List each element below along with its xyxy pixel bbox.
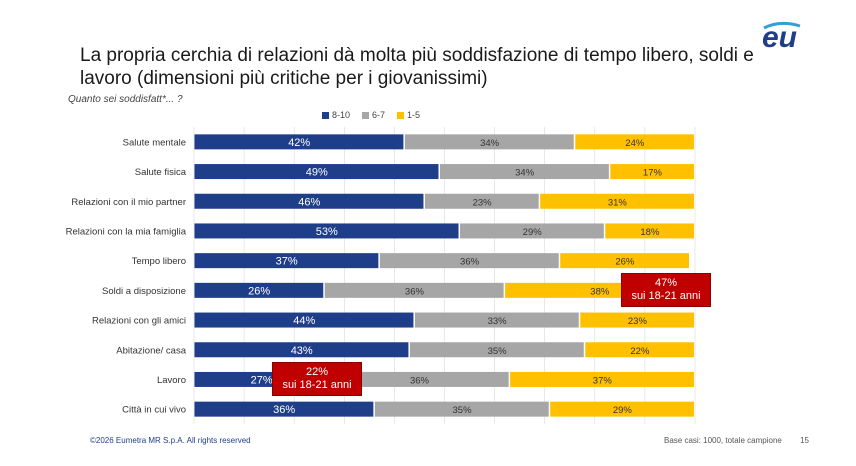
bar-segment-6-7 xyxy=(404,134,574,150)
data-label: 27% xyxy=(251,374,273,386)
category-label: Lavoro xyxy=(157,375,186,386)
data-label: 53% xyxy=(316,226,338,238)
bar-segment-6-7 xyxy=(379,253,559,269)
bar-segment-1-5 xyxy=(550,401,694,417)
legend-label: 8-10 xyxy=(332,110,351,120)
legend-swatch xyxy=(322,111,329,119)
category-label: Città in cui vivo xyxy=(122,405,186,416)
data-label: 35% xyxy=(453,405,473,416)
footer-copyright: ©2026 Eumetra MR S.p.A. All rights reser… xyxy=(90,436,251,445)
logo-swoosh xyxy=(763,21,801,30)
eumetra-logo: eu xyxy=(762,21,801,54)
legend: 8-10 6-7 1-5 xyxy=(322,110,420,120)
category-label: Relazioni con gli amici xyxy=(92,316,186,327)
bar-segment-1-5 xyxy=(560,253,689,269)
bar-segment-1-5 xyxy=(585,342,694,358)
bar-segment-1-5 xyxy=(510,371,694,387)
bar-segment-8-10 xyxy=(194,401,374,417)
data-label: 18% xyxy=(640,227,660,238)
data-label: 38% xyxy=(590,286,610,297)
data-label: 17% xyxy=(643,168,663,179)
bar-segment-8-10 xyxy=(194,253,379,269)
legend-swatch xyxy=(397,111,405,119)
bar-segment-1-5 xyxy=(540,193,694,209)
data-label: 36% xyxy=(460,257,480,268)
data-label: 22% xyxy=(630,346,650,357)
highlight-callout: 47% sui 18-21 anni xyxy=(621,273,711,308)
category-label: Relazioni con il mio partner xyxy=(71,197,186,208)
data-label: 46% xyxy=(298,196,320,208)
data-label: 44% xyxy=(293,315,315,327)
callout-value: 22% xyxy=(305,366,329,379)
legend-item-1-5: 1-5 xyxy=(397,110,420,120)
category-label: Tempo libero xyxy=(132,256,186,267)
data-label: 34% xyxy=(515,168,535,179)
bar-segment-1-5 xyxy=(605,223,694,239)
legend-item-6-7: 6-7 xyxy=(362,110,385,120)
data-label: 49% xyxy=(306,167,328,179)
callout-note: sui 18-21 anni xyxy=(282,379,352,392)
page-number: 15 xyxy=(800,436,809,445)
chart-title: La propria cerchia di relazioni dà molta… xyxy=(80,45,754,89)
data-label: 33% xyxy=(488,316,508,327)
data-label: 23% xyxy=(473,197,493,208)
legend-swatch xyxy=(362,111,370,119)
legend-item-8-10: 8-10 xyxy=(322,110,350,120)
data-label: 24% xyxy=(625,138,645,149)
bar-segment-8-10 xyxy=(194,193,424,209)
bar-segment-8-10 xyxy=(194,164,439,180)
highlight-callout: 22% sui 18-21 anni xyxy=(272,362,362,397)
bar-segment-1-5 xyxy=(610,164,694,180)
data-label: 43% xyxy=(291,345,313,357)
category-label: Relazioni con la mia famiglia xyxy=(66,226,187,237)
bar-segment-8-10 xyxy=(194,134,404,150)
bar-segment-1-5 xyxy=(575,134,694,150)
bar-segment-8-10 xyxy=(194,223,459,239)
legend-label: 6-7 xyxy=(372,110,386,120)
bar-segment-6-7 xyxy=(460,223,604,239)
bar-segment-8-10 xyxy=(194,342,409,358)
data-label: 29% xyxy=(523,227,543,238)
bar-segment-1-5 xyxy=(580,312,694,328)
data-label: 36% xyxy=(273,404,295,416)
bar-segment-6-7 xyxy=(409,342,584,358)
bar-segment-6-7 xyxy=(324,282,504,298)
data-label: 36% xyxy=(405,286,425,297)
footer-base: Base casi: 1000, totale campione xyxy=(664,436,782,445)
data-label: 35% xyxy=(488,346,508,357)
bar-segment-6-7 xyxy=(414,312,579,328)
data-label: 37% xyxy=(276,256,298,268)
bar-segment-6-7 xyxy=(329,371,509,387)
category-label: Salute fisica xyxy=(135,167,187,178)
legend-label: 1-5 xyxy=(407,110,421,120)
category-label: Abitazione/ casa xyxy=(116,345,186,356)
callout-note: sui 18-21 anni xyxy=(631,290,701,303)
data-label: 42% xyxy=(288,137,310,149)
data-label: 26% xyxy=(615,257,635,268)
data-label: 26% xyxy=(248,285,270,297)
data-label: 29% xyxy=(613,405,633,416)
callout-value: 47% xyxy=(654,277,678,290)
data-label: 37% xyxy=(593,375,613,386)
bar-segment-8-10 xyxy=(194,282,324,298)
data-label: 34% xyxy=(480,138,500,149)
category-label: Salute mentale xyxy=(123,137,186,148)
data-label: 31% xyxy=(608,197,628,208)
data-label: 23% xyxy=(628,316,648,327)
chart-subtitle: Quanto sei soddisfatt*... ? xyxy=(68,94,183,105)
bar-segment-6-7 xyxy=(439,164,609,180)
data-label: 36% xyxy=(410,375,430,386)
category-label: Soldi a disposizione xyxy=(102,286,186,297)
bar-segment-8-10 xyxy=(194,312,414,328)
bar-segment-6-7 xyxy=(374,401,549,417)
bar-segment-6-7 xyxy=(424,193,539,209)
